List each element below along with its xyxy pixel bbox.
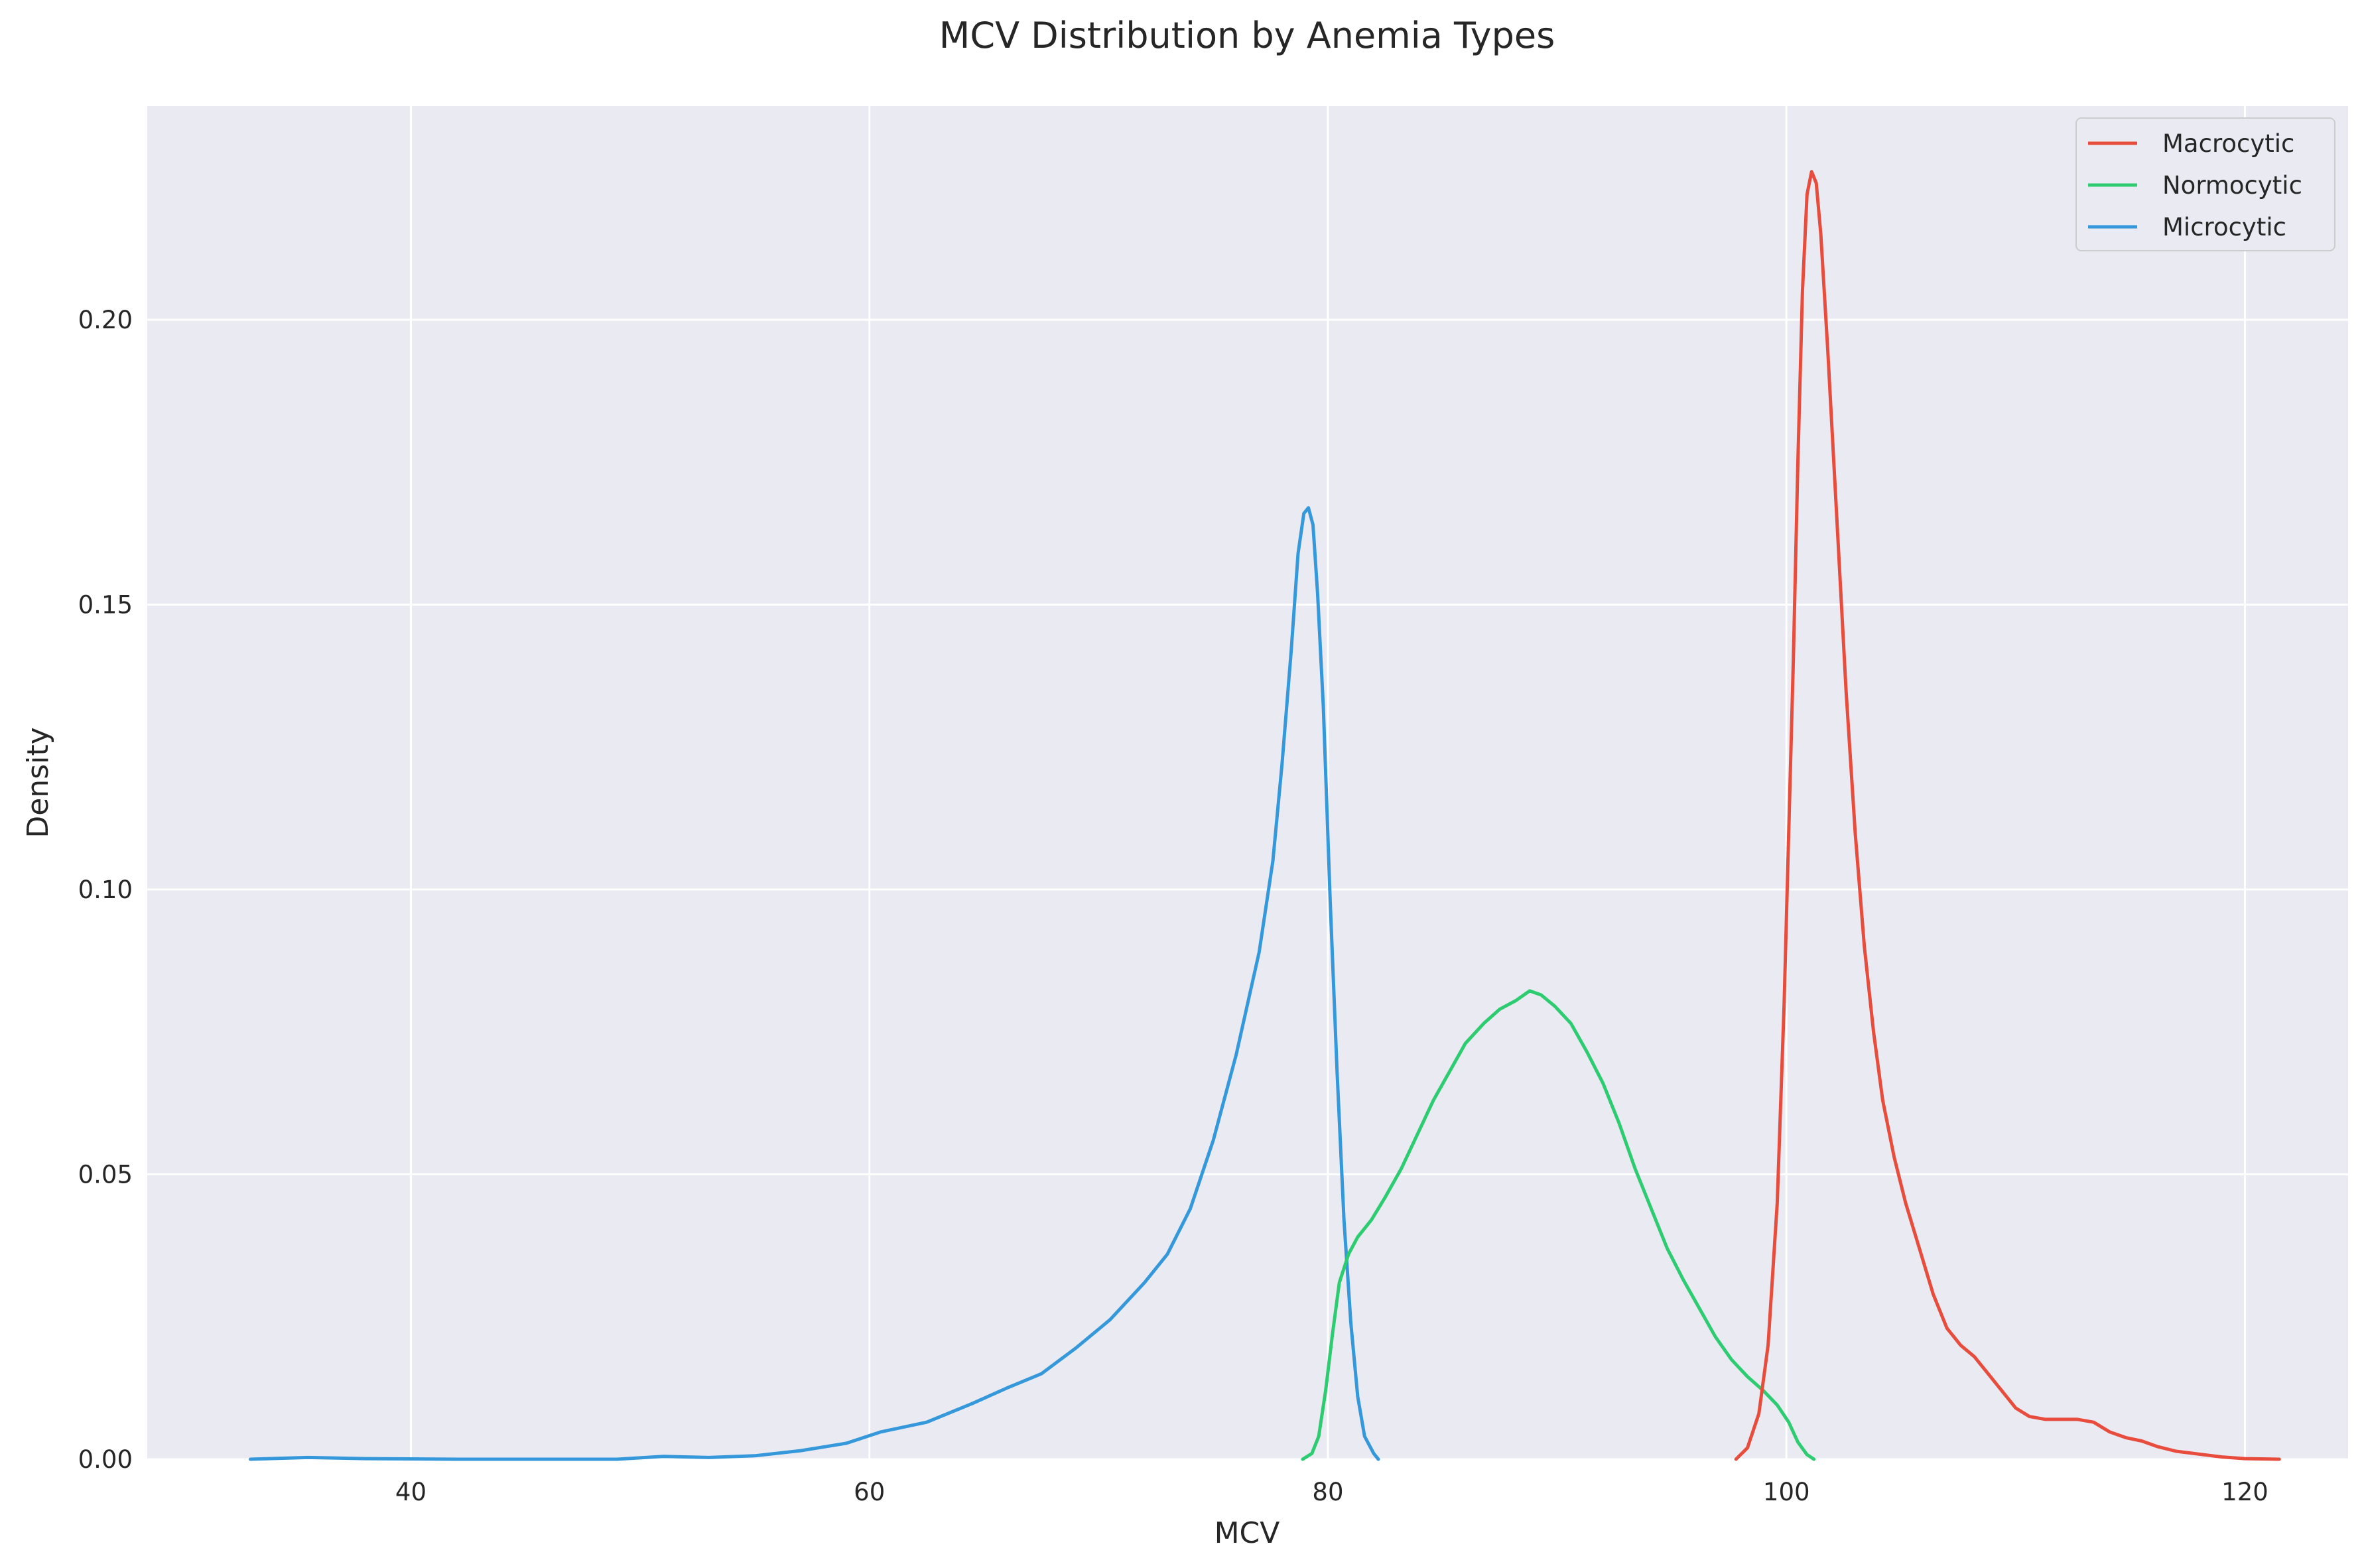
- y-tick-label: 0.20: [78, 306, 133, 334]
- x-axis-title: MCV: [1215, 1516, 1280, 1550]
- legend-label-microcytic: Microcytic: [2162, 213, 2286, 241]
- series-line-microcytic: [249, 506, 1380, 1461]
- y-tick-label: 0.10: [78, 876, 133, 904]
- legend-label-macrocytic: Macrocytic: [2162, 129, 2294, 158]
- y-axis-ticks: 0.00 0.05 0.10 0.15 0.20: [78, 306, 133, 1474]
- legend: Macrocytic Normocytic Microcytic: [2075, 117, 2335, 251]
- x-tick-label: 80: [1312, 1478, 1343, 1506]
- x-tick-label: 60: [854, 1478, 885, 1506]
- x-axis-ticks: 40 60 80 100 120: [395, 1478, 2268, 1506]
- series-line-macrocytic: [1734, 170, 2281, 1461]
- legend-label-normocytic: Normocytic: [2162, 171, 2302, 200]
- y-tick-label: 0.15: [78, 591, 133, 620]
- x-tick-label: 40: [395, 1478, 427, 1506]
- plot-area: [147, 106, 2348, 1459]
- y-tick-label: 0.05: [78, 1161, 133, 1189]
- legend-box: [2075, 117, 2335, 251]
- series-line-normocytic: [1301, 989, 1816, 1461]
- chart-title: MCV Distribution by Anemia Types: [939, 15, 1555, 56]
- legend-items: Macrocytic Normocytic Microcytic: [2088, 129, 2302, 241]
- x-tick-label: 100: [1763, 1478, 1810, 1506]
- y-axis-title: Density: [21, 727, 55, 838]
- y-tick-label: 0.00: [78, 1445, 133, 1474]
- series-lines: [249, 170, 2281, 1461]
- x-tick-label: 120: [2221, 1478, 2268, 1506]
